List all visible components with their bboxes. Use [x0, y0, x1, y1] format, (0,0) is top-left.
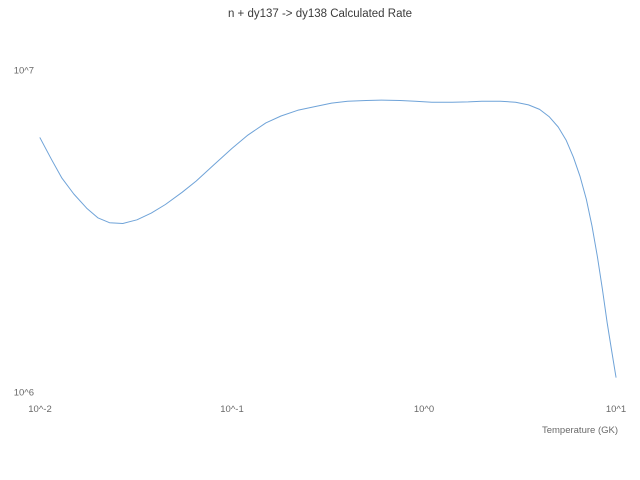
x-tick-label-1e0: 10^0: [413, 404, 435, 415]
y-tick-label-1e7: 10^7: [13, 65, 34, 77]
rate-line: [39, 99, 617, 378]
x-tick-label-1e-1: 10^-1: [220, 404, 244, 415]
chart-title: n + dy137 -> dy138 Calculated Rate: [227, 8, 413, 20]
x-tick-label-1e1: 10^1: [605, 404, 627, 415]
x-tick-label-1e-2: 10^-2: [28, 404, 52, 415]
y-tick-label-1e6: 10^6: [13, 387, 34, 399]
x-axis-label: Temperature (GK): [541, 425, 618, 436]
